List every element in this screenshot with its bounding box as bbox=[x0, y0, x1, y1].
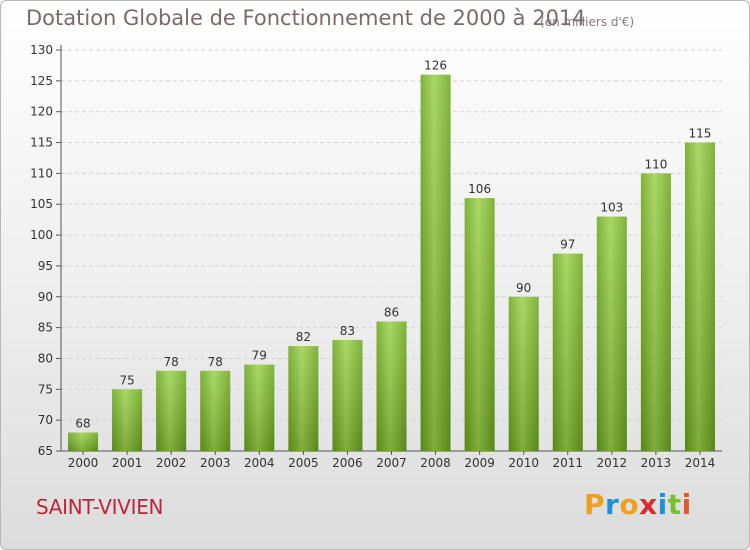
bar-shade bbox=[68, 432, 99, 451]
proxiti-logo: Proxiti bbox=[584, 488, 692, 521]
logo-letter: t bbox=[667, 488, 682, 521]
value-label: 90 bbox=[516, 281, 531, 295]
bar-shade bbox=[156, 370, 187, 451]
x-tick-label: 2011 bbox=[552, 456, 583, 470]
y-tick-label: 105 bbox=[30, 197, 53, 211]
value-label: 68 bbox=[75, 416, 90, 430]
x-tick-label: 2013 bbox=[641, 456, 672, 470]
bar-shade bbox=[640, 173, 671, 451]
x-tick-label: 2004 bbox=[244, 456, 275, 470]
logo-letter: x bbox=[639, 488, 658, 521]
chart-title: Dotation Globale de Fonctionnement de 20… bbox=[26, 6, 586, 30]
y-tick-label: 115 bbox=[30, 136, 53, 150]
value-label: 78 bbox=[208, 355, 223, 369]
value-label: 126 bbox=[424, 59, 447, 73]
y-tick-label: 120 bbox=[30, 105, 53, 119]
logo-letter: P bbox=[584, 488, 606, 521]
y-tick-label: 85 bbox=[38, 321, 53, 335]
bar-shade bbox=[332, 339, 363, 451]
bar-shade bbox=[244, 364, 275, 451]
value-label: 110 bbox=[644, 157, 667, 171]
value-label: 86 bbox=[384, 305, 399, 319]
value-label: 78 bbox=[164, 355, 179, 369]
value-label: 115 bbox=[689, 127, 712, 141]
x-tick-label: 2008 bbox=[420, 456, 451, 470]
value-label: 75 bbox=[119, 373, 134, 387]
y-tick-label: 130 bbox=[30, 43, 53, 57]
y-tick-label: 80 bbox=[38, 351, 53, 365]
bar-shade bbox=[464, 198, 495, 451]
bar-shade bbox=[596, 216, 627, 451]
y-tick-label: 110 bbox=[30, 166, 53, 180]
x-tick-label: 2000 bbox=[68, 456, 99, 470]
y-tick-label: 65 bbox=[38, 444, 53, 458]
y-tick-label: 125 bbox=[30, 74, 53, 88]
logo-letter: o bbox=[619, 488, 640, 521]
bar-shade bbox=[508, 296, 539, 451]
bar-shade bbox=[552, 253, 583, 451]
x-tick-label: 2010 bbox=[508, 456, 539, 470]
axes: 65 70 75 80 85 90 95 100 105 110 115 120 125 130 2000 2… bbox=[30, 43, 722, 470]
x-tick-label: 2009 bbox=[464, 456, 495, 470]
value-label: 83 bbox=[340, 324, 355, 338]
x-tick-label: 2012 bbox=[597, 456, 628, 470]
bar-shade bbox=[420, 74, 451, 451]
bar-shade bbox=[684, 142, 715, 452]
logo-letter: i bbox=[657, 488, 668, 521]
y-tick-label: 90 bbox=[38, 290, 53, 304]
x-tick-label: 2003 bbox=[200, 456, 231, 470]
bar-shade bbox=[376, 321, 407, 451]
value-label: 103 bbox=[600, 201, 623, 215]
value-label: 97 bbox=[560, 238, 575, 252]
logo-letter: r bbox=[605, 488, 620, 521]
data-labels: 68 75 78 78 79 82 83 86 126 106 90 97 103 110 115 bbox=[75, 59, 711, 431]
value-label: 106 bbox=[468, 182, 491, 196]
x-tick-label: 2007 bbox=[376, 456, 407, 470]
y-tick-label: 95 bbox=[38, 259, 53, 273]
bars bbox=[68, 74, 715, 452]
bar-shade bbox=[288, 346, 319, 451]
x-tick-label: 2002 bbox=[156, 456, 187, 470]
logo-letter: i bbox=[681, 488, 692, 521]
y-tick-label: 70 bbox=[38, 413, 53, 427]
x-tick-label: 2001 bbox=[112, 456, 143, 470]
chart-subtitle: (en milliers d'€) bbox=[540, 15, 635, 29]
x-tick-label: 2005 bbox=[288, 456, 319, 470]
value-label: 82 bbox=[296, 330, 311, 344]
x-tick-label: 2014 bbox=[685, 456, 716, 470]
bar-shade bbox=[200, 370, 231, 451]
y-tick-label: 75 bbox=[38, 382, 53, 396]
value-label: 79 bbox=[252, 349, 267, 363]
bar-shade bbox=[112, 389, 143, 451]
y-tick-label: 100 bbox=[30, 228, 53, 242]
commune-name: SAINT-VIVIEN bbox=[36, 495, 164, 519]
x-tick-label: 2006 bbox=[332, 456, 363, 470]
